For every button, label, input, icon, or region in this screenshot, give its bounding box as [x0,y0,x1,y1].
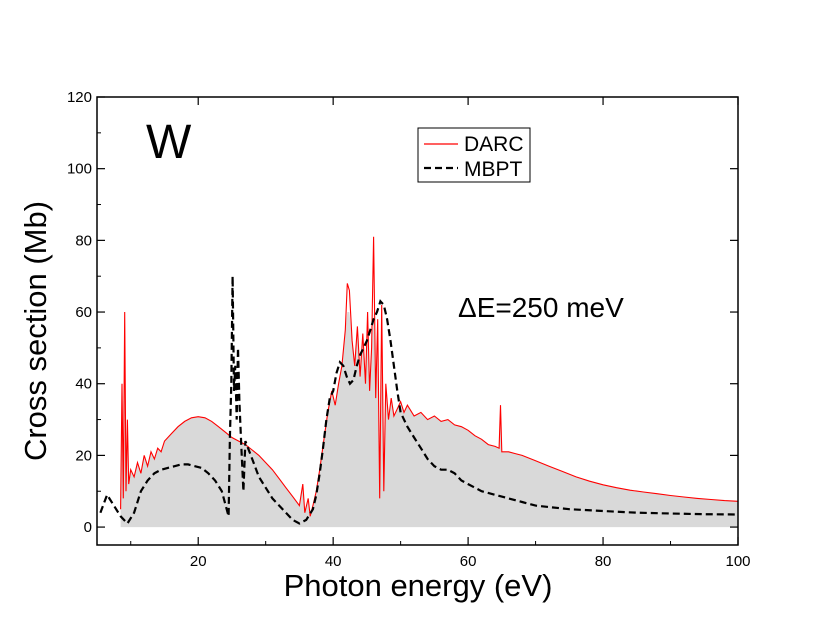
x-tick-label-100: 100 [725,553,750,570]
x-axis-label: Photon energy (eV) [284,568,553,603]
x-tick-label-20: 20 [190,553,207,570]
x-tick-label-40: 40 [325,553,342,570]
y-axis-label: Cross section (Mb) [18,201,53,461]
element-label: W [146,116,192,169]
y-tick-label-40: 40 [75,376,92,393]
legend-box [417,127,531,183]
series-mbpt-line [99,276,739,526]
y-tick-label-0: 0 [84,519,92,536]
axis-ticks: 20 40 60 80 100 0 20 40 60 80 100 120 [67,89,751,570]
y-tick-label-120: 120 [67,89,92,106]
y-tick-label-60: 60 [75,304,92,321]
resolution-annotation: ΔE=250 meV [458,292,624,323]
x-tick-label-60: 60 [460,553,477,570]
legend-label-mbpt: MBPT [464,158,523,181]
y-tick-label-20: 20 [75,447,92,464]
plot-lines-layer [99,236,739,526]
legend-label-darc: DARC [464,133,524,156]
plot-frame [96,96,739,546]
series-darc-line [120,236,739,517]
y-tick-label-80: 80 [75,232,92,249]
x-tick-label-80: 80 [595,553,612,570]
darc-area-fill [120,312,739,528]
plot-fill-layer [120,312,739,528]
legend: DARC MBPT [417,127,531,183]
y-tick-label-100: 100 [67,161,92,178]
